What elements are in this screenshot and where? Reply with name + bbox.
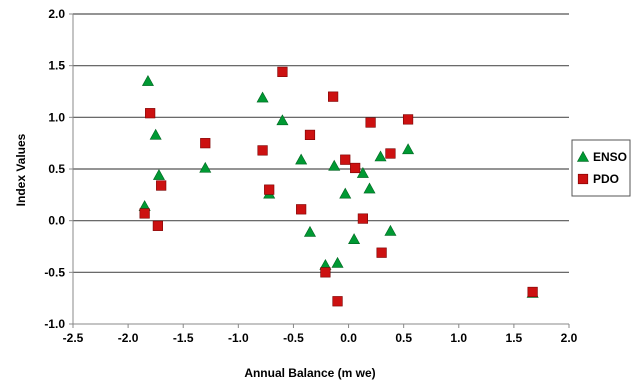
pdo-point xyxy=(376,247,387,258)
pdo-point xyxy=(357,213,368,224)
pdo-point xyxy=(296,204,307,215)
legend-enso-label: ENSO xyxy=(593,150,627,164)
enso-point xyxy=(152,169,165,180)
x-tick-label: -1.0 xyxy=(228,331,249,345)
x-tick-label: 0.0 xyxy=(340,331,357,345)
pdo-point xyxy=(257,145,268,156)
enso-point xyxy=(363,182,376,194)
gridlines xyxy=(73,13,569,273)
pdo-point xyxy=(152,220,163,231)
x-tick-label: 2.0 xyxy=(561,331,578,345)
enso-point xyxy=(384,224,397,236)
enso-point xyxy=(331,256,344,268)
legend: ENSO PDO xyxy=(571,139,631,197)
enso-point xyxy=(339,187,352,199)
legend-box xyxy=(571,139,631,197)
x-tick-label: -2.0 xyxy=(118,331,139,345)
enso-point xyxy=(328,159,341,171)
y-tick-label: 1.0 xyxy=(48,110,65,124)
pdo-point xyxy=(200,138,211,149)
enso-point xyxy=(374,150,387,162)
pdo-point xyxy=(320,267,331,278)
legend-pdo-label: PDO xyxy=(593,172,619,186)
enso-point xyxy=(199,161,212,173)
enso-point xyxy=(402,143,415,155)
y-tick-label: 1.5 xyxy=(48,59,65,73)
x-tick-label: 0.5 xyxy=(395,331,412,345)
pdo-point xyxy=(365,117,376,128)
pdo-point xyxy=(328,91,339,102)
x-axis-title: Annual Balance (m we) xyxy=(244,366,375,380)
pdo-point xyxy=(527,286,538,298)
x-tick-label: -0.5 xyxy=(283,331,304,345)
enso-point xyxy=(276,114,289,126)
x-tick-label: 1.0 xyxy=(450,331,467,345)
pdo-point xyxy=(264,184,275,195)
x-tick-label: -2.5 xyxy=(63,331,84,345)
series-enso xyxy=(138,75,539,298)
enso-point xyxy=(295,153,308,165)
pdo-point xyxy=(277,66,288,77)
y-tick-label: 0.5 xyxy=(48,162,65,176)
y-tick-label: -1.0 xyxy=(44,317,65,331)
y-tick-label: 2.0 xyxy=(48,7,65,21)
y-axis-title: Index Values xyxy=(14,133,28,206)
pdo-point xyxy=(385,148,396,159)
x-tick-label: 1.5 xyxy=(506,331,523,345)
pdo-point xyxy=(139,208,150,219)
y-tick-label: -0.5 xyxy=(44,265,65,279)
enso-point xyxy=(256,91,269,103)
axes: -1.0 -0.5 0.0 0.5 1.0 1.5 2.0 -2.5 -2.0 -1.5 -1.0 -… xyxy=(44,7,577,345)
pdo-point xyxy=(304,129,316,141)
enso-point xyxy=(348,233,361,244)
pdo-point xyxy=(402,114,414,125)
series-pdo xyxy=(139,66,538,307)
legend-enso-marker xyxy=(576,150,590,162)
enso-point xyxy=(141,75,154,86)
data-points xyxy=(138,66,539,307)
legend-pdo-marker xyxy=(577,173,589,185)
enso-point xyxy=(149,128,162,140)
pdo-point xyxy=(156,180,167,191)
x-tick-label: -1.5 xyxy=(173,331,194,345)
enso-point xyxy=(303,225,316,237)
pdo-point xyxy=(340,154,351,165)
pdo-point xyxy=(145,108,156,119)
pdo-point xyxy=(332,296,343,307)
y-tick-label: 0.0 xyxy=(48,214,65,228)
pdo-point xyxy=(350,162,361,174)
